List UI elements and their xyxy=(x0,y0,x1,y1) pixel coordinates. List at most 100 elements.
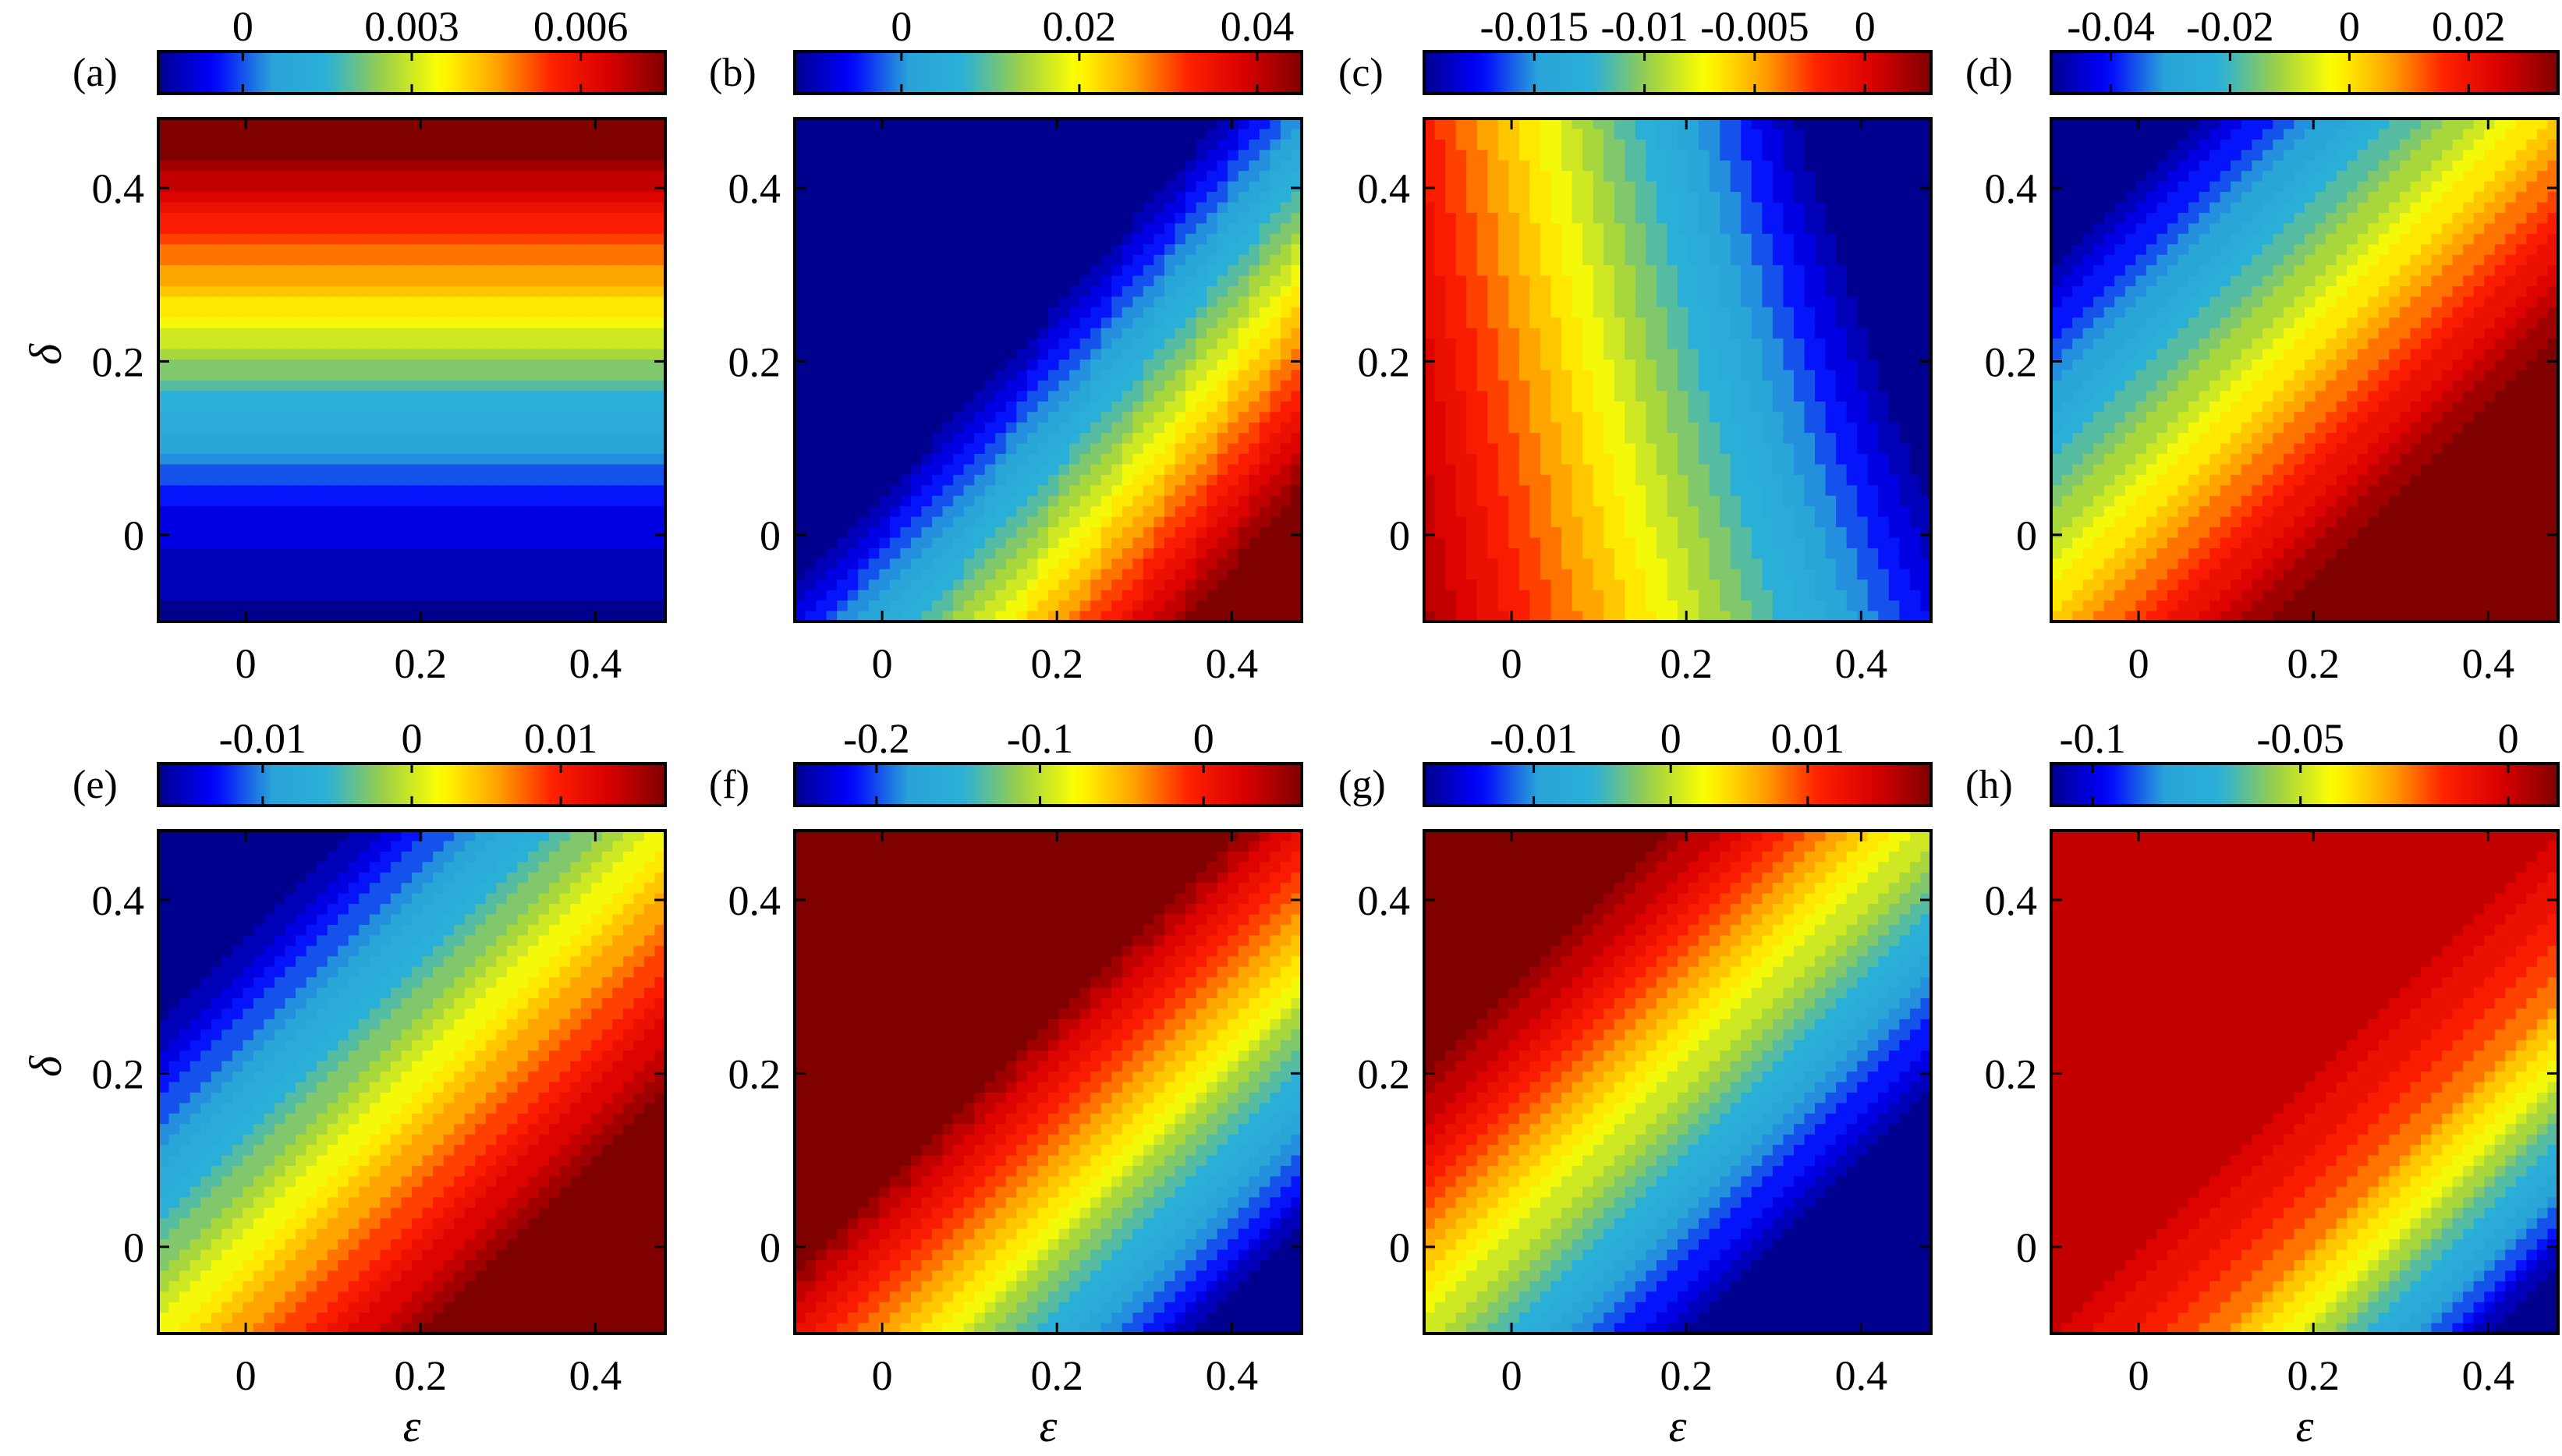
heatmap-cell xyxy=(932,569,944,581)
heatmap-cell xyxy=(974,328,986,339)
heatmap-cell xyxy=(390,244,402,256)
heatmap-cell xyxy=(1175,433,1186,445)
heatmap-cell xyxy=(422,474,434,487)
heatmap-cell xyxy=(921,171,933,182)
heatmap-cell xyxy=(527,254,540,266)
heatmap-cell xyxy=(243,328,254,339)
heatmap-cell xyxy=(338,119,349,130)
heatmap-cell xyxy=(1100,422,1113,434)
heatmap-cell xyxy=(274,485,286,497)
heatmap-cell xyxy=(412,265,423,277)
heatmap-cell xyxy=(1005,558,1018,570)
heatmap-cell xyxy=(327,265,339,277)
heatmap-cell xyxy=(910,317,923,329)
heatmap-cell xyxy=(317,349,328,360)
heatmap-cell xyxy=(306,119,317,130)
heatmap-cell xyxy=(369,139,381,151)
heatmap-cell xyxy=(1090,537,1102,549)
heatmap-cell xyxy=(1100,454,1113,466)
heatmap-cell xyxy=(1153,569,1165,581)
heatmap-cell xyxy=(1217,454,1229,466)
heatmap-cell xyxy=(221,464,233,476)
heatmap-cell xyxy=(179,401,191,413)
heatmap-cell xyxy=(1100,506,1113,518)
heatmap-cell xyxy=(496,433,508,445)
heatmap-cell xyxy=(517,433,529,445)
heatmap-cell xyxy=(1016,212,1028,225)
heatmap-cell xyxy=(1122,611,1134,622)
heatmap-cell xyxy=(974,296,986,308)
heatmap-cell xyxy=(348,516,360,528)
heatmap-cell xyxy=(200,192,212,204)
heatmap-cell xyxy=(517,412,529,423)
heatmap-cell xyxy=(858,391,870,402)
heatmap-cell xyxy=(984,579,997,591)
heatmap-cell xyxy=(1058,306,1070,319)
heatmap-cell xyxy=(953,537,965,549)
heatmap-cell xyxy=(485,275,498,287)
heatmap-cell xyxy=(327,338,339,350)
heatmap-cell xyxy=(622,590,635,601)
heatmap-cell xyxy=(274,422,286,434)
heatmap-cell xyxy=(274,328,286,339)
heatmap-cell xyxy=(1175,391,1186,402)
heatmap-cell xyxy=(1132,579,1144,591)
heatmap-cell xyxy=(527,139,540,151)
heatmap-cell xyxy=(1270,600,1281,612)
heatmap-cell xyxy=(921,464,933,476)
heatmap-cell xyxy=(285,547,296,560)
heatmap-cell xyxy=(496,412,508,423)
heatmap-cell xyxy=(190,349,201,360)
heatmap-cell xyxy=(1207,590,1218,601)
heatmap-cell xyxy=(264,317,275,329)
heatmap-cell xyxy=(390,338,402,350)
heatmap-cell xyxy=(622,600,635,612)
heatmap-cell xyxy=(506,558,519,570)
heatmap-cell xyxy=(464,611,477,622)
heatmap-cell xyxy=(1016,422,1028,434)
heatmap-cell xyxy=(433,192,445,204)
heatmap-cell xyxy=(1079,254,1091,266)
heatmap-cell xyxy=(1196,150,1207,161)
heatmap-cell xyxy=(932,433,944,445)
heatmap-cell xyxy=(1111,296,1123,308)
heatmap-cell xyxy=(963,380,976,392)
heatmap-cell xyxy=(953,547,965,560)
heatmap-cell xyxy=(921,611,933,622)
heatmap-cell xyxy=(1793,171,1805,182)
heatmap-cell xyxy=(549,547,561,560)
heatmap-cell xyxy=(454,547,466,560)
heatmap-cell xyxy=(1058,233,1070,246)
heatmap-cell xyxy=(369,296,381,308)
heatmap-cell xyxy=(317,233,328,246)
heatmap-cell xyxy=(900,139,912,151)
heatmap-cell xyxy=(1122,150,1134,161)
heatmap-cell xyxy=(401,537,413,549)
heatmap-cell xyxy=(200,317,212,329)
heatmap-cell xyxy=(1100,611,1113,622)
heatmap-cell xyxy=(517,443,529,455)
heatmap-cell xyxy=(1111,244,1123,256)
heatmap-cell xyxy=(601,160,614,172)
heatmap-cell xyxy=(253,296,265,308)
heatmap-cell xyxy=(984,160,997,172)
heatmap-cell xyxy=(580,233,593,246)
heatmap-cell xyxy=(464,202,477,214)
heatmap-cell xyxy=(232,338,244,350)
heatmap-cell xyxy=(953,527,965,539)
heatmap-cell xyxy=(580,391,593,402)
heatmap-cell xyxy=(1185,516,1197,528)
heatmap-cell xyxy=(633,495,645,507)
heatmap-cell xyxy=(1048,286,1060,298)
heatmap-cell xyxy=(889,527,902,539)
heatmap-cell xyxy=(1291,558,1302,570)
heatmap-cell xyxy=(910,212,923,225)
heatmap-cell xyxy=(211,275,223,287)
heatmap-cell xyxy=(264,150,275,161)
heatmap-cell xyxy=(1153,443,1165,455)
heatmap-cell xyxy=(243,349,254,360)
heatmap-cell xyxy=(963,454,976,466)
heatmap-cell xyxy=(1228,286,1239,298)
heatmap-cell xyxy=(221,600,233,612)
heatmap-cell xyxy=(816,150,827,161)
